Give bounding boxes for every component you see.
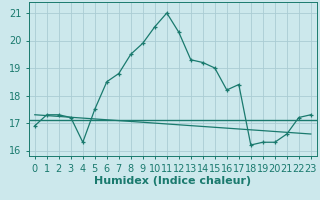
X-axis label: Humidex (Indice chaleur): Humidex (Indice chaleur) xyxy=(94,176,252,186)
